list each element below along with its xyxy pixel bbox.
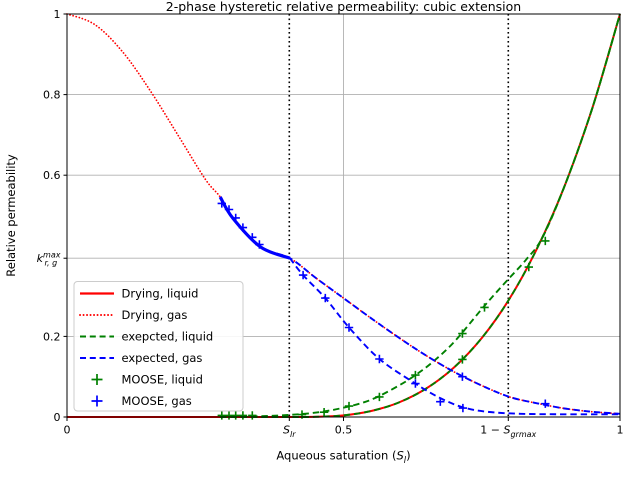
expected-gas-turning-segment-curve xyxy=(218,196,291,260)
x-axis-label: Aqueous saturation (Sl) xyxy=(276,449,410,465)
moose-gas-markers xyxy=(217,199,550,413)
x-tick-label: 0 xyxy=(64,424,71,437)
expected-gas-drying-branch-curve xyxy=(219,196,621,415)
expected-gas-wetting-branch-curve xyxy=(289,257,621,416)
axis-ticks xyxy=(63,13,621,421)
legend-sample-marker xyxy=(91,374,103,385)
expected-liquid-wetting-branch-curve xyxy=(220,13,621,418)
y-tick-label: kmax r, g xyxy=(37,251,61,268)
y-tick-label: 0.8 xyxy=(43,89,61,102)
x-tick-label: 0.5 xyxy=(335,424,353,437)
expected-liquid-drying-branch-curve xyxy=(220,13,621,418)
legend-sample-marker xyxy=(91,395,103,407)
y-axis-label: Relative permeability xyxy=(4,154,18,277)
axis-tick-labels: 0 Slr 0.5 1 − Sgrmax 1 0 0.2 kmax r, g 0.6 0.8 1 xyxy=(37,8,624,439)
plot-frame xyxy=(66,13,621,418)
moose-markers xyxy=(217,199,550,420)
moose-liquid-markers xyxy=(217,236,550,420)
x-axis-label-text: Aqueous saturation (Sl) xyxy=(276,449,410,465)
legend-entry-label: Drying, gas xyxy=(122,308,188,322)
legend-entry-label: Drying, liquid xyxy=(122,287,199,301)
y-tick-label: 1 xyxy=(54,8,61,21)
legend: Drying, liquid Drying, gas exepcted, liqui… xyxy=(73,281,244,412)
y-tick-label: 0.6 xyxy=(43,169,61,182)
legend-box xyxy=(73,281,244,412)
chart-title: 2-phase hysteretic relative permeability… xyxy=(166,0,521,14)
x-tick-label: 1 − Sgrmax xyxy=(480,424,536,439)
y-tick-label: 0 xyxy=(54,411,61,424)
x-tick-label: Slr xyxy=(283,424,296,439)
x-tick-label: 1 xyxy=(617,424,624,437)
dotted-vlines xyxy=(288,14,510,417)
legend-entry-label: MOOSE, gas xyxy=(122,394,192,408)
legend-entry-label: expected, gas xyxy=(122,351,203,365)
y-tick-label: 0.2 xyxy=(43,330,61,343)
legend-entry-label: MOOSE, liquid xyxy=(122,373,203,387)
legend-entry-label: exepcted, liquid xyxy=(122,330,214,344)
